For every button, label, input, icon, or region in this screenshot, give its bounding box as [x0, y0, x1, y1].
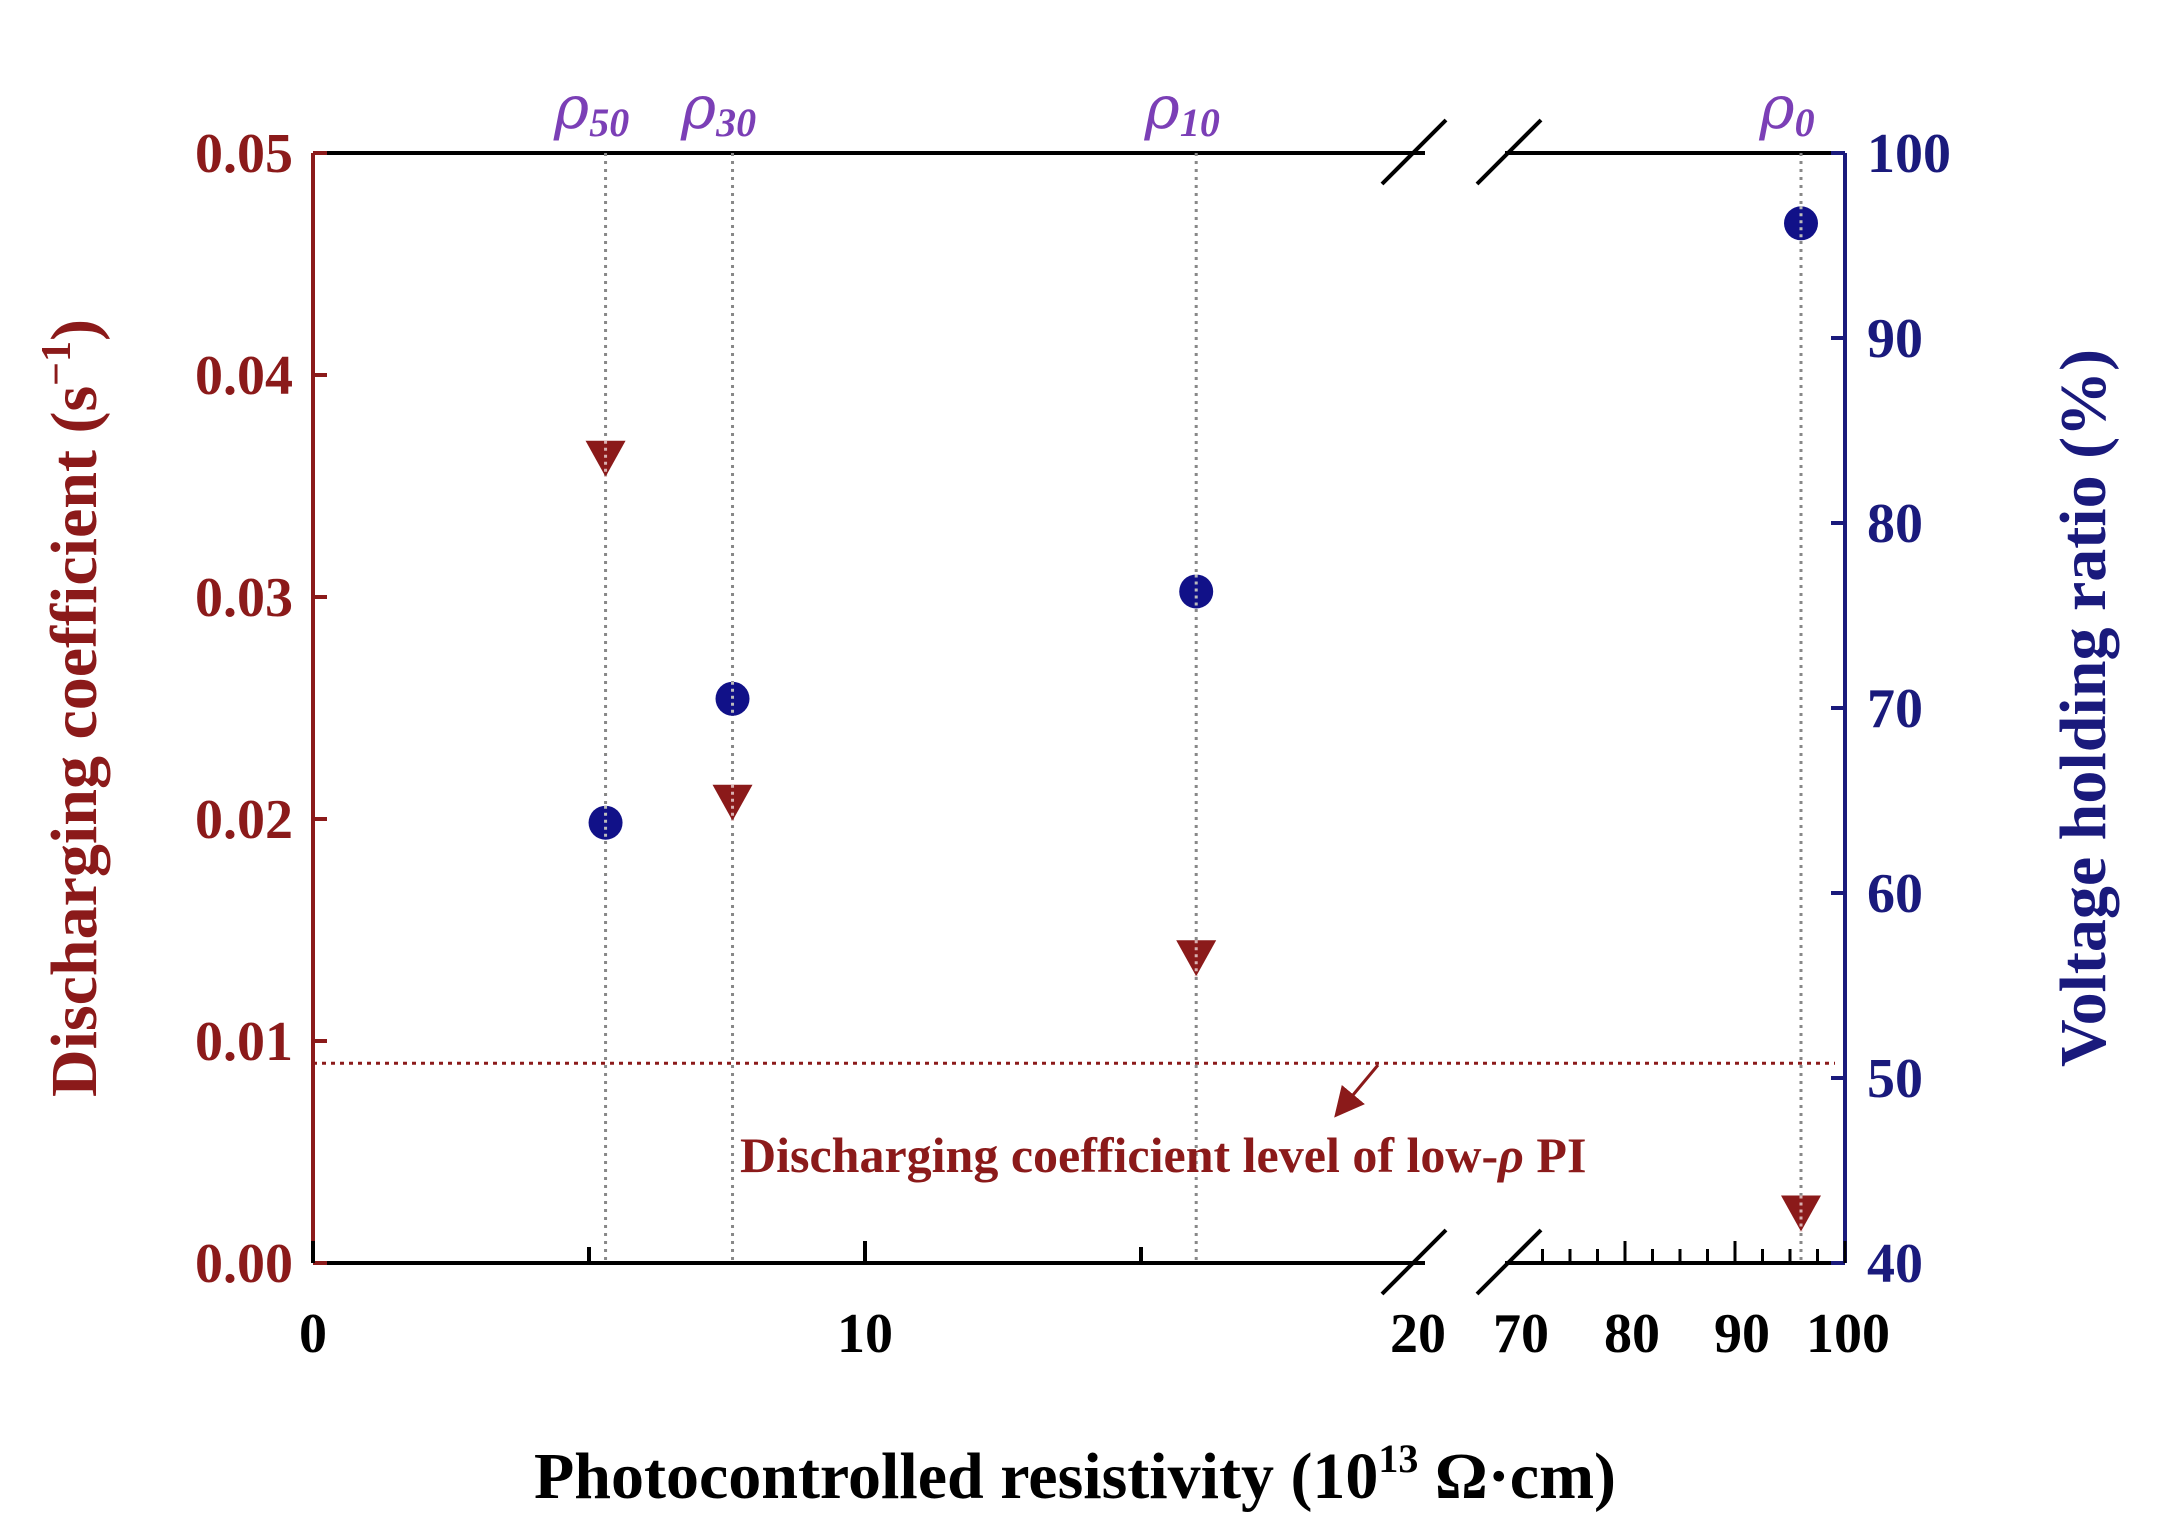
break-mark-bottom-2	[1475, 1228, 1543, 1296]
y-right-tick-label: 100	[1867, 123, 1951, 185]
x-tick-label: 80	[1604, 1303, 1660, 1365]
rho-label: ρ0	[1758, 73, 1814, 145]
rho-label: ρ30	[680, 73, 756, 145]
x-tick-label: 100	[1806, 1303, 1890, 1365]
x-tick-label: 10	[837, 1303, 893, 1365]
y-left-tick-label: 0.03	[195, 567, 293, 629]
y-right-tick-label: 40	[1867, 1233, 1923, 1295]
y-right-tick-label: 90	[1867, 308, 1923, 370]
break-mark-top-1	[1380, 118, 1448, 186]
discharge-coef-point	[1781, 1195, 1821, 1232]
annotation-arrow	[1334, 1064, 1380, 1118]
rho-label: ρ50	[553, 73, 629, 145]
x-tick-label: 70	[1493, 1303, 1549, 1365]
y-left-tick-label: 0.05	[195, 123, 293, 185]
break-mark-bottom-1	[1380, 1228, 1448, 1296]
x-tick-label: 90	[1714, 1303, 1770, 1365]
rho-label: ρ10	[1144, 73, 1220, 145]
y-left-tick-label: 0.04	[195, 345, 293, 407]
discharge-coef-point	[585, 440, 626, 477]
y-right-tick-label: 50	[1867, 1048, 1923, 1110]
y-axis-right-title: Voltage holding ratio (%)	[2047, 349, 2120, 1067]
y-right-tick-label: 70	[1867, 678, 1923, 740]
break-mark-top-2	[1475, 118, 1543, 186]
y-left-tick-label: 0.01	[195, 1011, 293, 1073]
y-left-tick-label: 0.00	[195, 1233, 293, 1295]
y-right-tick-label: 80	[1867, 493, 1923, 555]
annotation-text: Discharging coefficient level of low-ρ P…	[740, 1127, 1586, 1183]
x-tick-label: 20	[1390, 1303, 1446, 1365]
plot-frame	[311, 118, 1847, 1296]
y-left-tick-label: 0.02	[195, 789, 293, 851]
y-axis-left-title: Discharging coefficient (s−1)	[34, 319, 111, 1097]
x-axis-title: Photocontrolled resistivity (1013 Ω·cm)	[534, 1436, 1616, 1513]
y-right-tick-label: 60	[1867, 863, 1923, 925]
discharge-coef-point	[712, 784, 753, 821]
discharge-coef-point	[1176, 940, 1217, 977]
x-tick-label: 0	[299, 1303, 327, 1365]
